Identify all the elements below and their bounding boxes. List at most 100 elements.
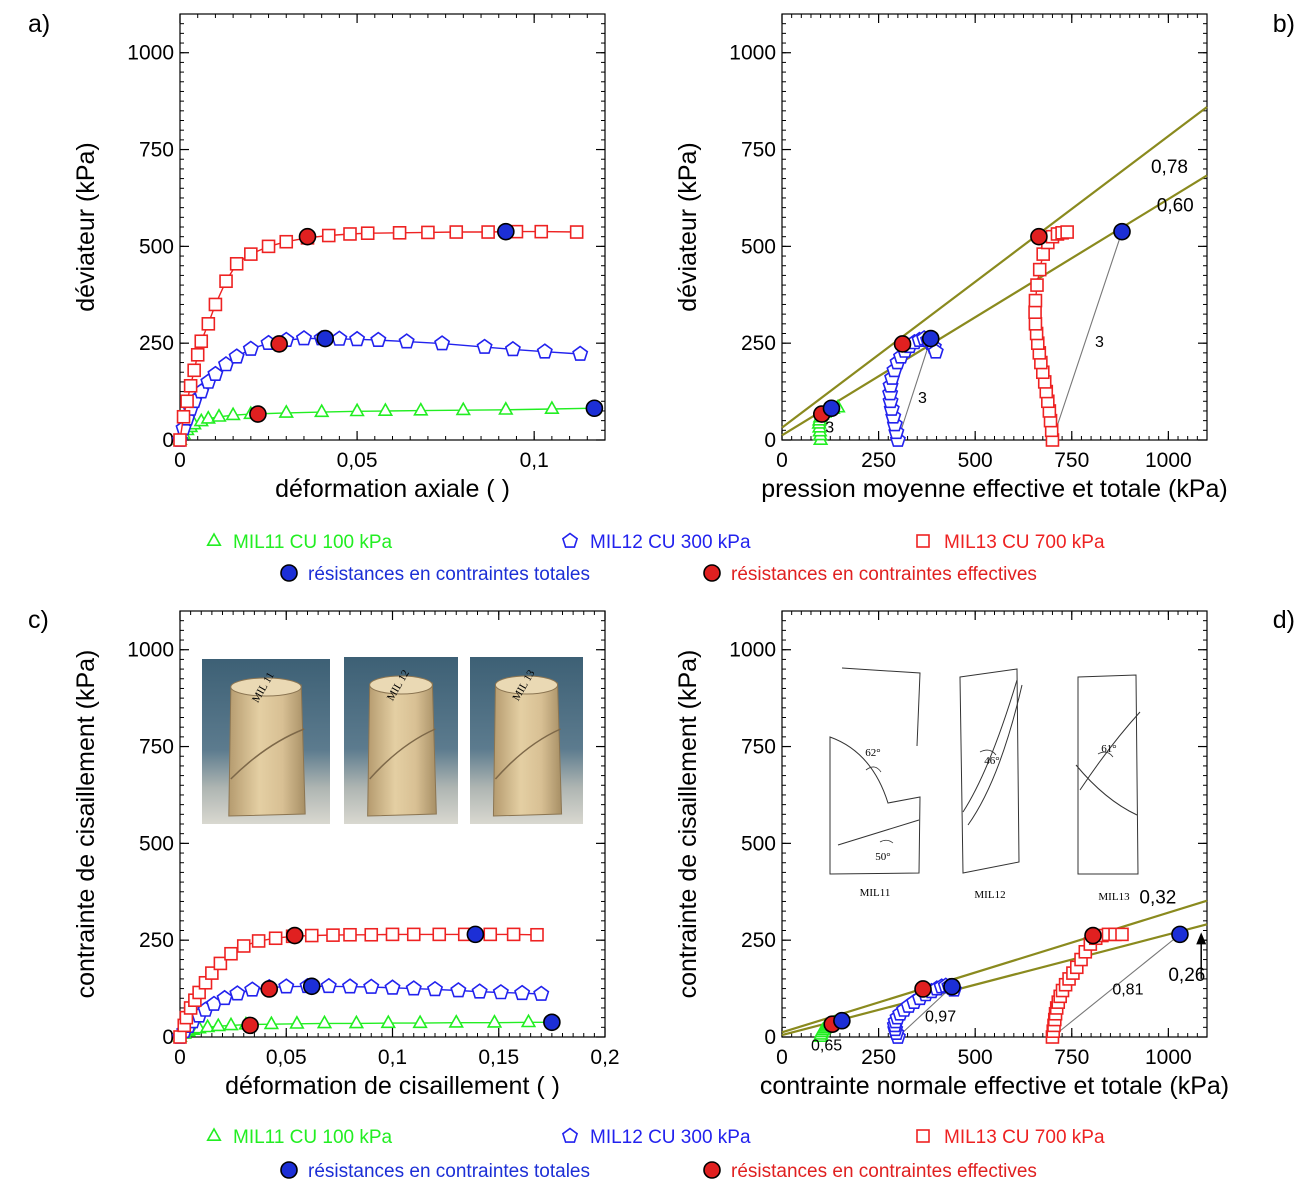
data-point-mil13: [530, 927, 544, 942]
data-point-mil11: [455, 401, 471, 416]
data-point-mil11: [314, 403, 330, 418]
data-point-mil12: [244, 981, 261, 997]
data-point-mil13: [421, 225, 435, 240]
y-tick-label: 1000: [729, 639, 776, 662]
data-point-mil13: [229, 256, 244, 271]
data-point-mil13: [268, 931, 283, 946]
legend-marker-total: [280, 1161, 298, 1179]
data-point-mil11: [544, 400, 560, 415]
sketch-shear-line: [837, 819, 920, 846]
data-point-mil13: [190, 347, 205, 362]
angle-arc: [1097, 751, 1114, 758]
data-point-mil12: [533, 985, 550, 1001]
inset-photos: MIL 11 MIL 12 MIL 13: [202, 657, 583, 824]
x-tick-label: 1000: [1145, 1046, 1192, 1069]
pointer-line: [897, 986, 953, 1038]
data-point-mil12: [927, 343, 944, 359]
total-strength-point: [822, 399, 841, 418]
data-point-mil13: [343, 227, 357, 241]
total-strength-point: [943, 977, 961, 996]
sketch-shear-line: [1075, 711, 1141, 816]
legend-marker-mil11: [206, 532, 222, 547]
data-point-mil13: [279, 234, 294, 249]
data-point-mil13: [244, 247, 258, 261]
total-strength-point: [302, 977, 321, 996]
y-tick-label: 0: [162, 429, 174, 452]
x-axis-label: déformation axiale ( ): [275, 475, 510, 503]
data-point-mil13: [1028, 305, 1042, 320]
data-point-mil12: [363, 978, 380, 994]
legend-label-mil13: MIL13 CU 700 kPa: [944, 532, 1105, 553]
sample-top: [230, 677, 302, 697]
data-point-mil13: [481, 225, 495, 239]
data-point-mil12: [398, 333, 415, 349]
data-point-mil13: [173, 433, 187, 447]
data-point-mil13: [449, 225, 464, 239]
data-point-mil13: [326, 928, 340, 942]
legend-label-mil12: MIL12 CU 300 kPa: [590, 532, 751, 553]
y-tick-label: 500: [741, 235, 776, 258]
y-tick-label: 250: [139, 332, 174, 355]
data-point-mil12: [572, 345, 589, 361]
y-tick-label: 1000: [127, 42, 174, 65]
y-tick-label: 750: [139, 736, 174, 759]
y-tick-label: 750: [741, 736, 776, 759]
y-tick-label: 500: [139, 235, 174, 258]
data-point-mil13: [432, 927, 447, 942]
legend-marker-total: [280, 564, 298, 582]
x-tick-label: 0: [776, 1046, 788, 1069]
x-tick-label: 0,1: [378, 1046, 407, 1069]
legend-block-2: MIL11 CU 100 kPa MIL12 CU 300 kPa MIL13 CU…: [206, 1127, 1105, 1182]
legend-marker-mil12: [561, 1127, 579, 1143]
x-axis-label: déformation de cisaillement ( ): [225, 1072, 560, 1100]
specimen-photo: MIL 12: [344, 657, 458, 824]
effective-strength-point: [270, 335, 288, 353]
annotation-label: 3: [918, 390, 927, 407]
data-point-mil13: [1032, 262, 1047, 277]
data-point-mil12: [471, 983, 488, 999]
y-tick-label: 500: [741, 832, 776, 855]
data-point-mil11: [486, 1014, 503, 1028]
arrow-head: [1196, 932, 1207, 945]
annotation-label: 0,32: [1139, 887, 1176, 908]
data-point-mil13: [213, 956, 228, 971]
envelope-line: [781, 899, 1208, 1034]
data-point-mil13: [219, 274, 233, 289]
data-point-mil12: [331, 330, 348, 346]
angle-arc: [865, 766, 882, 773]
data-point-mil13: [1036, 247, 1050, 261]
data-point-mil13: [261, 239, 276, 254]
total-strength-point: [497, 222, 515, 241]
pointer-line: [897, 338, 932, 441]
sketch-outline: [959, 668, 1020, 874]
data-point-mil13: [1030, 278, 1044, 292]
data-point-mil13: [343, 927, 357, 942]
angle-label: 62°: [865, 747, 880, 759]
data-point-mil11: [211, 408, 227, 422]
y-tick-label: 500: [139, 832, 174, 855]
data-point-mil12: [405, 980, 422, 996]
panel-label: a): [28, 10, 50, 38]
data-point-mil11: [200, 410, 216, 424]
effective-strength-point: [285, 926, 304, 945]
data-point-mil11: [223, 1016, 239, 1031]
data-point-mil13: [506, 927, 521, 942]
pointer-line: [1051, 231, 1123, 441]
total-strength-point: [466, 925, 485, 944]
x-tick-label: 0: [776, 449, 788, 472]
angle-label: 50°: [875, 851, 890, 863]
chart-c: c) 0 0,05 0,1 0,15 0,2 0 250 500 750 1000 déformati…: [28, 606, 620, 1100]
data-point-mil11: [520, 1013, 537, 1028]
data-point-mil13: [224, 946, 238, 961]
sketch-outline: [1077, 674, 1139, 875]
x-tick-label: 0,05: [337, 449, 378, 472]
x-tick-label: 750: [1054, 1046, 1089, 1069]
legend-label-total: résistances en contraintes totales: [308, 564, 590, 585]
data-point-mil13: [201, 317, 216, 331]
data-point-mil13: [534, 224, 549, 239]
x-tick-label: 0,05: [266, 1046, 307, 1069]
annotation-label: 0,97: [925, 1009, 956, 1026]
data-point-mil11: [412, 1014, 428, 1029]
legend-marker-mil13: [916, 534, 930, 548]
sample-top: [369, 675, 433, 695]
